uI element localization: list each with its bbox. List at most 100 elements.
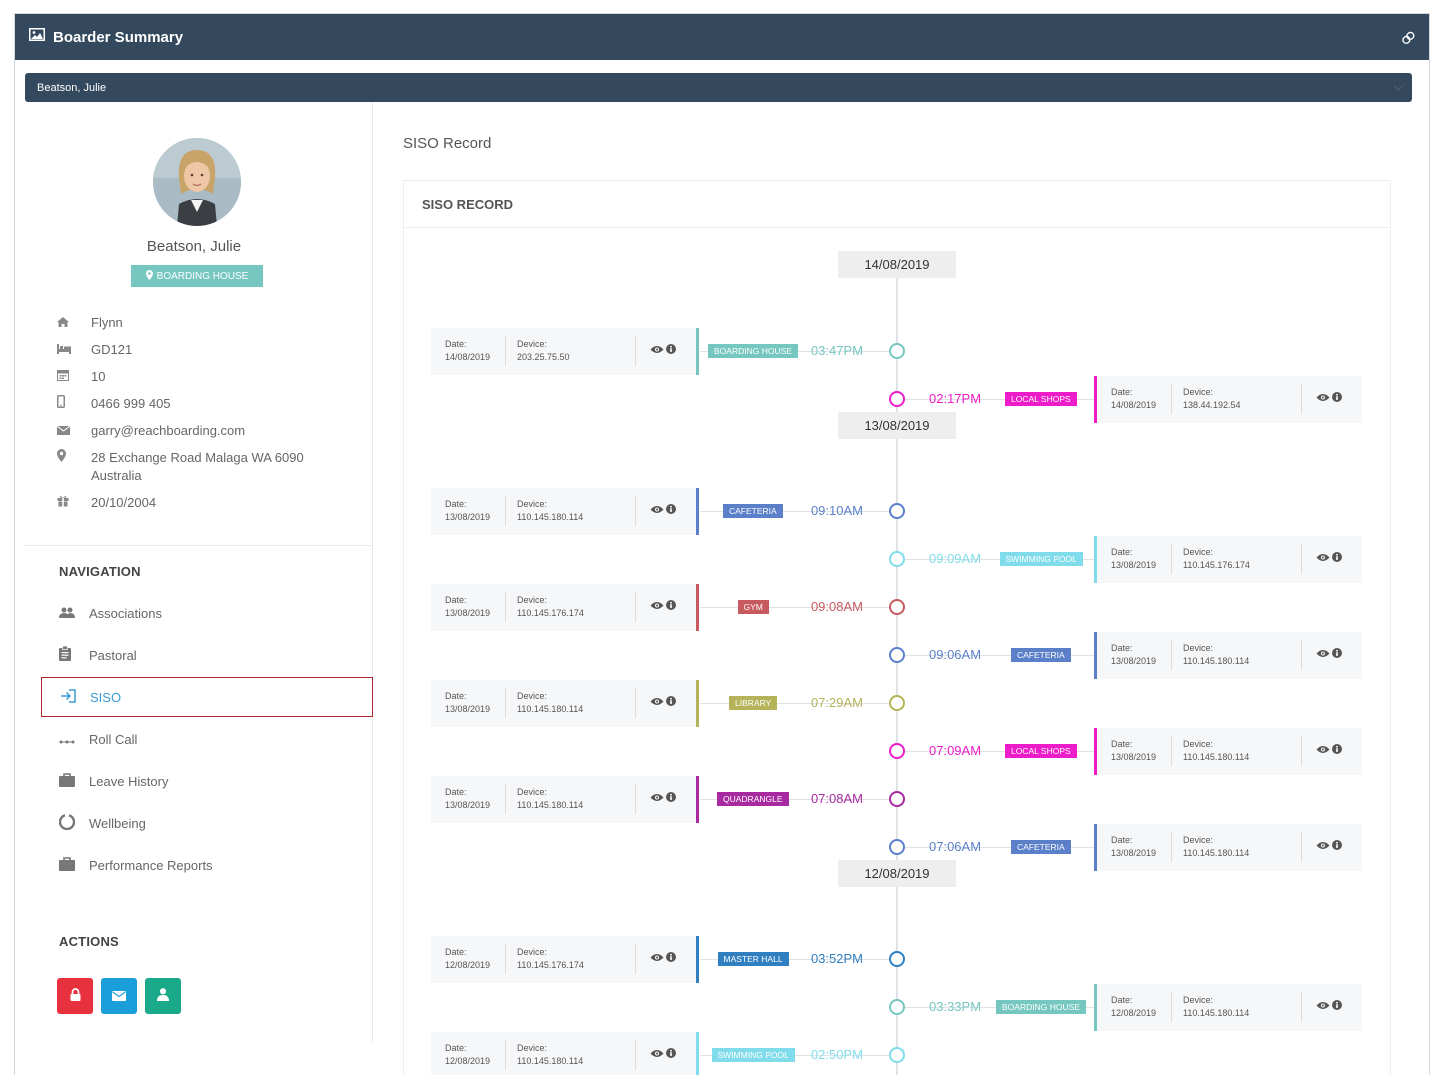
date-value: 14/08/2019 (1111, 400, 1157, 410)
device-value: 110.145.180.114 (1183, 848, 1250, 858)
device-value: 138.44.192.54 (1183, 400, 1241, 410)
info-icon[interactable] (1332, 391, 1342, 405)
device-value: 110.145.180.114 (517, 512, 584, 522)
timeline-dot (889, 743, 905, 759)
boarder-select[interactable]: Beatson, Julie (25, 73, 1412, 102)
device-value: 110.145.180.114 (1183, 752, 1250, 762)
info-icon[interactable] (666, 503, 676, 517)
panel-title: Boarder Summary (53, 28, 184, 46)
column-divider (1171, 544, 1172, 574)
date-label: Date: (1111, 387, 1133, 397)
date-divider: 14/08/2019 (838, 251, 956, 278)
nav-item-roll-call[interactable]: Roll Call (41, 718, 373, 760)
info-icon[interactable] (1332, 999, 1342, 1013)
eye-icon[interactable] (1316, 999, 1330, 1013)
entry-actions (650, 1047, 676, 1061)
sidebar-divider (25, 545, 373, 546)
entry-date: Date: 12/08/2019 (445, 946, 490, 972)
column-divider (635, 496, 636, 526)
entry-device: Device: 110.145.180.114 (1171, 994, 1249, 1020)
info-phone: 0466 999 405 (57, 395, 357, 413)
nav-item-performance-reports[interactable]: Performance Reports (41, 844, 373, 886)
entry-actions (650, 791, 676, 805)
info-house: Flynn (57, 314, 357, 332)
location-badge: QUADRANGLE (717, 792, 789, 806)
siso-record-card: SISO RECORD 14/08/2019 13/08/2019 12/08/20… (403, 180, 1391, 1075)
entry-actions (650, 951, 676, 965)
date-label: Date: (445, 691, 467, 701)
siso-entry-card: Date: 14/08/2019 Device: 203.25.75.50 (431, 328, 699, 375)
info-icon[interactable] (666, 599, 676, 613)
eye-icon[interactable] (650, 599, 664, 613)
device-label: Device: (1183, 547, 1214, 557)
column-divider (1301, 640, 1302, 670)
device-label: Device: (1183, 835, 1214, 845)
timeline-axis (896, 265, 898, 1075)
eye-icon[interactable] (650, 791, 664, 805)
device-value: 110.145.180.114 (517, 1056, 584, 1066)
connector-line (700, 799, 889, 800)
location-badge: BOARDING HOUSE (996, 1000, 1086, 1014)
siso-entry-card: Date: 13/08/2019 Device: 110.145.180.114 (431, 680, 699, 727)
link-icon[interactable] (1398, 27, 1419, 48)
clipboard-icon (59, 645, 89, 664)
user-button[interactable] (145, 978, 181, 1014)
info-icon[interactable] (666, 343, 676, 357)
column-divider (635, 336, 636, 366)
eye-icon[interactable] (650, 951, 664, 965)
info-icon[interactable] (1332, 551, 1342, 565)
entry-date: Date: 12/08/2019 (1111, 994, 1156, 1020)
info-email: garry@reachboarding.com (56, 422, 357, 440)
briefcase-icon (59, 772, 89, 790)
location-badge: SWIMMING POOL (711, 1048, 795, 1062)
location-badge: CAFETERIA (723, 504, 783, 518)
column-divider (635, 592, 636, 622)
column-divider (505, 496, 506, 526)
device-label: Device: (517, 595, 548, 605)
date-value: 14/08/2019 (445, 352, 491, 362)
nav-item-wellbeing[interactable]: Wellbeing (41, 802, 373, 844)
date-label: Date: (1111, 739, 1133, 749)
location-badge: MASTER HALL (717, 952, 789, 966)
connector-line (905, 847, 1094, 848)
timeline-dot (889, 391, 905, 407)
date-value: 12/08/2019 (445, 1056, 491, 1066)
email-button[interactable] (101, 978, 137, 1014)
column-divider (505, 944, 506, 974)
info-icon[interactable] (666, 951, 676, 965)
date-value: 13/08/2019 (1111, 656, 1157, 666)
eye-icon[interactable] (1316, 839, 1330, 853)
eye-icon[interactable] (650, 695, 664, 709)
info-icon[interactable] (666, 695, 676, 709)
eye-icon[interactable] (650, 503, 664, 517)
info-icon[interactable] (1332, 743, 1342, 757)
timeline-dot (889, 551, 905, 567)
eye-icon[interactable] (1316, 743, 1330, 757)
eye-icon[interactable] (1316, 647, 1330, 661)
eye-icon[interactable] (650, 1047, 664, 1061)
bed-icon (57, 341, 91, 359)
eye-icon[interactable] (650, 343, 664, 357)
column-divider (505, 1040, 506, 1070)
info-icon[interactable] (1332, 839, 1342, 853)
device-value: 110.145.176.174 (1183, 560, 1250, 570)
info-icon[interactable] (666, 791, 676, 805)
eye-icon[interactable] (1316, 551, 1330, 565)
device-label: Device: (517, 339, 548, 349)
lock-button[interactable] (57, 978, 93, 1014)
date-label: Date: (445, 1043, 467, 1053)
info-icon[interactable] (666, 1047, 676, 1061)
date-value: 13/08/2019 (445, 704, 491, 714)
eye-icon[interactable] (1316, 391, 1330, 405)
nav-item-pastoral[interactable]: Pastoral (41, 634, 373, 676)
entry-time: 07:09AM (929, 743, 982, 758)
info-room: GD121 (57, 341, 357, 359)
info-icon[interactable] (1332, 647, 1342, 661)
nav-item-associations[interactable]: Associations (41, 592, 373, 634)
entry-actions (650, 343, 676, 357)
entry-date: Date: 13/08/2019 (1111, 738, 1156, 764)
nav-item-siso[interactable]: SISO (41, 677, 373, 717)
siso-entry-card: Date: 13/08/2019 Device: 110.145.180.114 (1094, 632, 1362, 679)
column-divider (1171, 640, 1172, 670)
nav-item-leave-history[interactable]: Leave History (41, 760, 373, 802)
